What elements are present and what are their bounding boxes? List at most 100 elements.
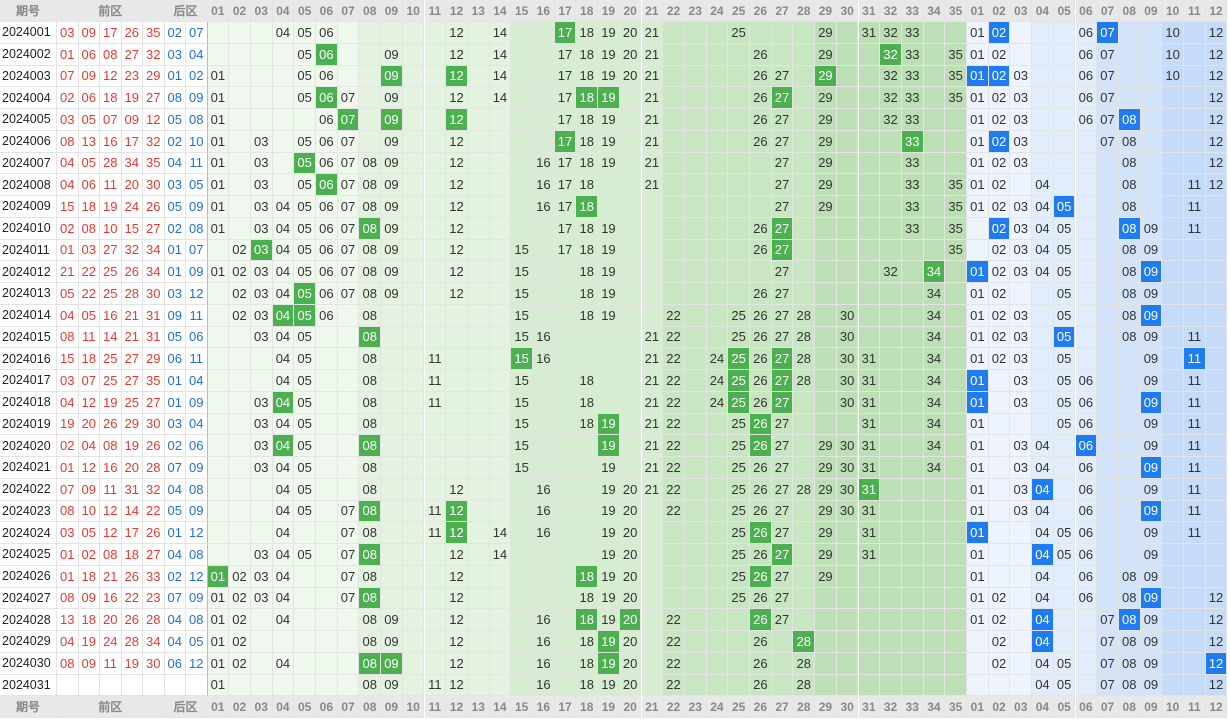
front-cell-02: 02 [229,652,251,675]
front-cell-01: 01 [207,109,230,131]
front-cell-01 [207,544,230,566]
front-cell-14: 14 [489,65,512,88]
front-cell-13 [467,87,490,109]
front-cell-10 [402,652,425,675]
front-cell-08 [359,43,382,66]
front-cell-20: 20 [619,22,642,44]
front-cell-12: 12 [446,43,468,66]
front-cell-03 [250,109,273,131]
header-front-col-20-top: 20 [619,0,642,22]
front-cell-26 [750,261,772,283]
back-cell-11: 11 [1184,391,1206,414]
front-cell-33 [901,348,924,370]
front-cell-29 [815,261,837,283]
front-cell-06 [316,544,338,566]
front-cell-22: 22 [663,631,685,653]
front-cell-23 [684,652,707,675]
back-cell-09 [1140,130,1163,153]
front-cell-24 [706,674,729,697]
front-hit-27: 27 [771,348,794,370]
front-cell-30: 30 [836,370,859,392]
front-cell-15 [511,196,533,218]
front-cell-09 [381,435,403,457]
front-cell-22 [663,174,685,196]
header-front-col-04-bottom: 04 [272,696,295,719]
front-draw-number: 08 [78,217,100,240]
front-cell-07: 07 [337,130,360,153]
front-cell-31 [858,674,881,697]
front-draw-number: 10 [100,217,122,240]
front-cell-31 [858,609,881,631]
front-cell-01 [207,283,230,305]
front-cell-25: 25 [728,478,750,501]
front-cell-07 [337,65,360,88]
front-cell-05: 05 [294,391,316,414]
front-cell-06 [316,391,338,414]
front-cell-23 [684,304,707,327]
back-draw-number: 07 [186,22,208,44]
back-hit-12: 12 [1205,652,1228,675]
front-cell-24 [706,565,729,588]
front-cell-01 [207,500,230,523]
front-draw-number: 34 [143,261,165,283]
back-cell-06: 06 [1075,87,1098,109]
back-cell-11: 11 [1184,370,1206,392]
front-cell-32 [880,500,902,523]
front-cell-02: 02 [229,283,251,305]
front-cell-31: 31 [858,435,881,457]
front-cell-30 [836,43,859,66]
front-cell-16: 16 [533,609,555,631]
front-draw-number: 03 [57,22,79,44]
front-cell-24 [706,217,729,240]
back-cell-12: 12 [1205,609,1228,631]
header-front-col-27-bottom: 27 [771,696,794,719]
front-draw-number: 19 [78,631,100,653]
front-draw-number: 11 [100,174,122,196]
front-draw-number: 29 [143,348,165,370]
front-cell-32 [880,326,902,349]
front-cell-33 [901,631,924,653]
front-cell-33: 33 [901,152,924,175]
back-cell-06 [1075,609,1098,631]
front-cell-21 [641,500,664,523]
back-draw-number: 02 [186,65,208,88]
front-cell-27: 27 [771,261,794,283]
front-cell-24 [706,326,729,349]
back-cell-09: 09 [1140,631,1163,653]
front-cell-29 [815,413,837,436]
front-cell-21 [641,674,664,697]
front-draw-number: 13 [57,609,79,631]
front-cell-35 [945,304,967,327]
front-cell-05: 05 [294,65,316,88]
back-cell-09: 09 [1140,283,1163,305]
front-cell-33: 33 [901,87,924,109]
front-cell-29: 29 [815,152,837,175]
header-front-col-28-top: 28 [793,0,816,22]
front-cell-14 [489,152,512,175]
back-draw-number: 02 [164,565,186,588]
back-cell-08: 08 [1118,174,1141,196]
back-cell-11 [1184,674,1206,697]
front-cell-10 [402,544,425,566]
front-cell-17 [554,304,577,327]
front-cell-19: 19 [598,283,620,305]
back-cell-11 [1184,65,1206,88]
back-draw-number: 02 [164,217,186,240]
front-cell-17 [554,652,577,675]
front-hit-06: 06 [316,87,338,109]
front-cell-05 [294,652,316,675]
front-cell-03 [250,609,273,631]
front-cell-22 [663,196,685,218]
front-cell-11 [424,152,447,175]
front-hit-31: 31 [858,478,881,501]
front-cell-34 [923,544,946,566]
front-cell-19: 19 [598,500,620,523]
front-cell-08: 08 [359,348,382,370]
front-cell-31: 31 [858,348,881,370]
front-cell-14: 14 [489,43,512,66]
front-cell-27 [771,631,794,653]
front-draw-number: 26 [121,609,143,631]
front-cell-28: 28 [793,326,816,349]
front-cell-26: 26 [750,370,772,392]
